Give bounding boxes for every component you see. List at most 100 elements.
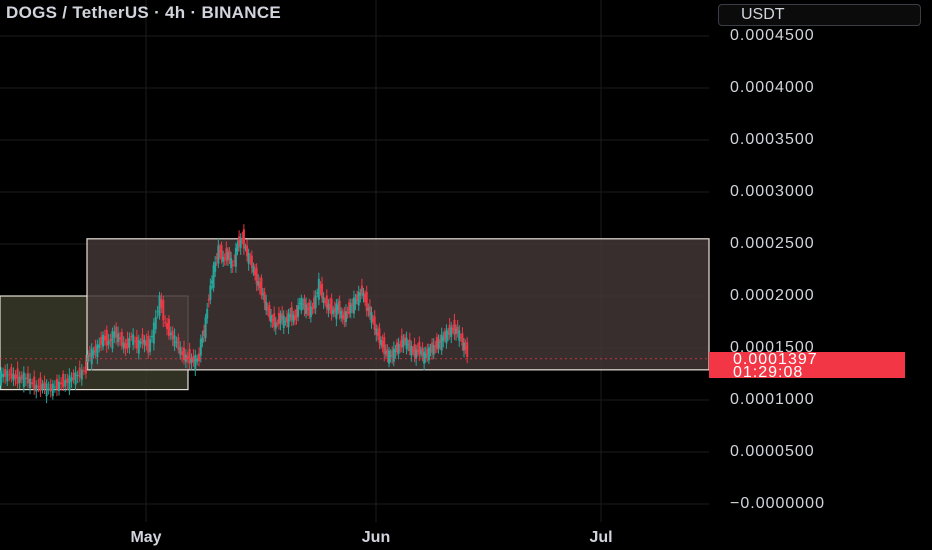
candle-body xyxy=(35,384,38,392)
candle-body xyxy=(362,293,365,297)
last-price-value: 0.0001397 xyxy=(733,351,818,368)
candle-body xyxy=(349,304,352,313)
candle-body xyxy=(147,335,150,353)
candle-body xyxy=(202,330,205,337)
candle-body xyxy=(427,347,430,361)
candle-body xyxy=(167,318,170,337)
candle-body xyxy=(2,373,5,378)
candle-body xyxy=(289,314,292,318)
candle-body xyxy=(262,294,265,296)
candle-body xyxy=(450,327,453,337)
candle-body xyxy=(130,335,133,338)
candle-body xyxy=(231,264,234,266)
candle-body xyxy=(194,355,197,370)
candle-body xyxy=(319,285,322,289)
candle-body xyxy=(120,332,123,347)
candle-body xyxy=(53,386,56,388)
chart-title: DOGS / TetherUS · 4h · BINANCE xyxy=(6,3,282,22)
candle-body xyxy=(311,307,314,309)
candle-body xyxy=(383,336,386,355)
candle-body xyxy=(150,336,153,338)
candle-body xyxy=(293,315,296,320)
candle-body xyxy=(209,285,212,300)
currency-selector[interactable]: USDT xyxy=(718,4,921,26)
candle-body xyxy=(124,343,127,349)
candle-body xyxy=(461,333,464,346)
candle-body xyxy=(269,315,272,323)
candle-body xyxy=(333,307,336,312)
candle-body xyxy=(360,285,363,295)
candle-body xyxy=(419,350,422,354)
candle-body xyxy=(143,339,146,346)
candle-body xyxy=(442,336,445,342)
candle-body xyxy=(22,372,25,388)
candle-body xyxy=(344,311,347,323)
candle-body xyxy=(118,337,121,340)
candle-body xyxy=(287,313,290,328)
candle-body xyxy=(128,337,131,348)
candle-body xyxy=(149,339,152,352)
candle-body xyxy=(107,340,110,345)
candle-body xyxy=(78,367,81,378)
candle-body xyxy=(206,309,209,319)
candle-body xyxy=(440,334,443,351)
candle-body xyxy=(325,295,328,309)
candle-body xyxy=(411,349,414,352)
candle-body xyxy=(327,303,330,311)
candle-body xyxy=(405,337,408,350)
candle-body xyxy=(58,381,61,392)
candle-body xyxy=(115,326,118,338)
candle-body xyxy=(31,382,34,385)
y-tick-label: 0.0001000 xyxy=(730,391,815,408)
candle-body xyxy=(463,342,466,351)
candle-body xyxy=(164,322,167,324)
candle-body xyxy=(423,351,426,364)
candle-body xyxy=(389,355,392,358)
candle-body xyxy=(273,313,276,327)
y-tick-label: 0.0004000 xyxy=(730,79,815,96)
candle-body xyxy=(313,297,316,309)
candle-body xyxy=(466,342,469,357)
candle-body xyxy=(397,343,400,354)
candle-body xyxy=(368,306,371,316)
candle-body xyxy=(329,304,332,310)
candle-body xyxy=(228,250,231,261)
candle-body xyxy=(277,312,280,325)
candle-body xyxy=(316,292,319,294)
candle-body xyxy=(156,311,159,313)
candle-body xyxy=(346,312,349,314)
candle-body xyxy=(4,369,7,377)
y-tick-label: 0.0002000 xyxy=(730,287,815,304)
candle-body xyxy=(279,314,282,324)
candle-body xyxy=(356,294,359,301)
candle-body xyxy=(391,350,394,358)
candle-body xyxy=(364,294,367,303)
candle-body xyxy=(117,333,120,343)
candle-body xyxy=(80,369,83,380)
candle-body xyxy=(276,323,279,325)
candle-body xyxy=(351,303,354,307)
candle-body xyxy=(271,318,274,321)
candle-body xyxy=(12,373,15,381)
candle-body xyxy=(418,341,421,355)
candle-body xyxy=(301,303,304,305)
candle-body xyxy=(435,336,438,350)
candle-body xyxy=(220,245,223,260)
candle-body xyxy=(190,357,193,363)
candle-body xyxy=(332,309,335,314)
candle-body xyxy=(98,344,101,348)
candle-body xyxy=(18,376,21,383)
candle-body xyxy=(45,383,48,397)
candle-body xyxy=(257,281,260,287)
candle-body xyxy=(373,316,376,331)
candle-body xyxy=(247,253,250,264)
candle-body xyxy=(204,317,207,339)
candle-body xyxy=(139,341,142,344)
candle-body xyxy=(354,299,357,305)
candle-body xyxy=(66,378,69,384)
candle-body xyxy=(338,300,341,314)
candle-body xyxy=(207,298,210,301)
candle-body xyxy=(225,248,228,261)
candle-body xyxy=(166,323,169,330)
